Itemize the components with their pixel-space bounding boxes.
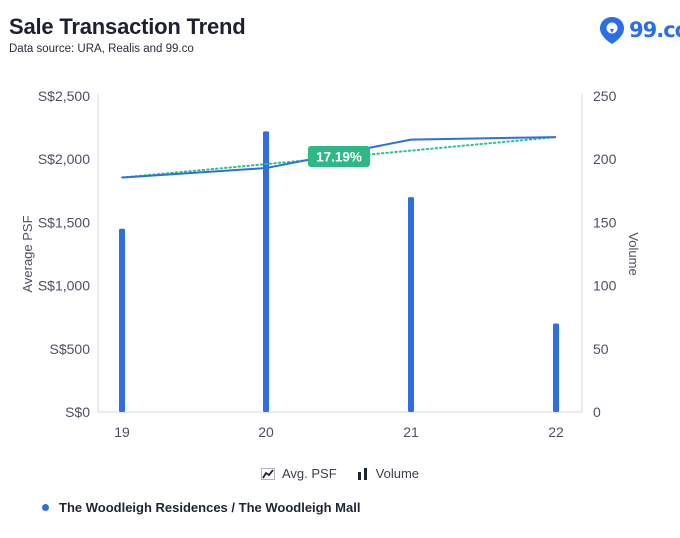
data-source-subtitle: Data source: URA, Realis and 99.co (9, 43, 194, 55)
location-pin-icon (600, 17, 624, 44)
volume-bar (553, 323, 559, 412)
right-axis-title: Volume (626, 232, 641, 275)
x-tick-label: 22 (548, 424, 564, 440)
volume-bar (408, 197, 414, 412)
chart-legend: Avg. PSF Volume (0, 466, 680, 481)
chart: S$0 S$500 S$1,000 S$1,500 S$2,000 S$2,500 0 50 1… (20, 88, 641, 440)
legend-item-avg-psf[interactable]: Avg. PSF (260, 466, 337, 481)
series-selector[interactable]: The Woodleigh Residences / The Woodleigh… (42, 500, 360, 515)
bar-chart-icon (357, 467, 367, 480)
legend-label-volume: Volume (375, 466, 420, 481)
right-tick-label: 150 (593, 214, 617, 230)
x-tick-label: 21 (403, 424, 419, 440)
left-tick-label: S$1,000 (38, 278, 90, 294)
right-tick-label: 50 (593, 341, 609, 357)
growth-badge: 17.19% (308, 146, 370, 167)
axis-ticks: S$0 S$500 S$1,000 S$1,500 S$2,000 S$2,500 0 50 1… (20, 88, 641, 440)
right-tick-label: 0 (593, 404, 601, 420)
left-tick-label: S$0 (65, 404, 90, 420)
chart-frame (97, 94, 583, 413)
logo-text: 99.co (629, 18, 680, 42)
volume-bars (119, 131, 559, 412)
volume-bar (263, 131, 269, 412)
series-label: The Woodleigh Residences / The Woodleigh… (59, 500, 361, 515)
legend-label-avg-psf: Avg. PSF (281, 466, 337, 481)
volume-bar (119, 228, 125, 412)
right-tick-label: 250 (593, 88, 617, 104)
left-axis-title: Average PSF (20, 215, 35, 292)
chart-title: Sale Transaction Trend (9, 14, 246, 39)
line-chart-icon (260, 467, 275, 480)
right-tick-label: 100 (593, 278, 617, 294)
x-tick-label: 20 (258, 424, 274, 440)
legend-item-volume[interactable]: Volume (357, 466, 419, 481)
right-tick-label: 200 (593, 151, 617, 167)
series-dot (42, 504, 49, 511)
growth-badge-box (308, 146, 370, 167)
brand-logo: 99.co (597, 15, 680, 45)
left-tick-label: S$2,000 (38, 151, 90, 167)
left-tick-label: S$2,500 (38, 88, 90, 104)
left-tick-label: S$1,500 (38, 214, 90, 230)
x-tick-label: 19 (114, 424, 130, 440)
growth-badge-label: 17.19% (316, 150, 362, 165)
left-tick-label: S$500 (50, 341, 91, 357)
